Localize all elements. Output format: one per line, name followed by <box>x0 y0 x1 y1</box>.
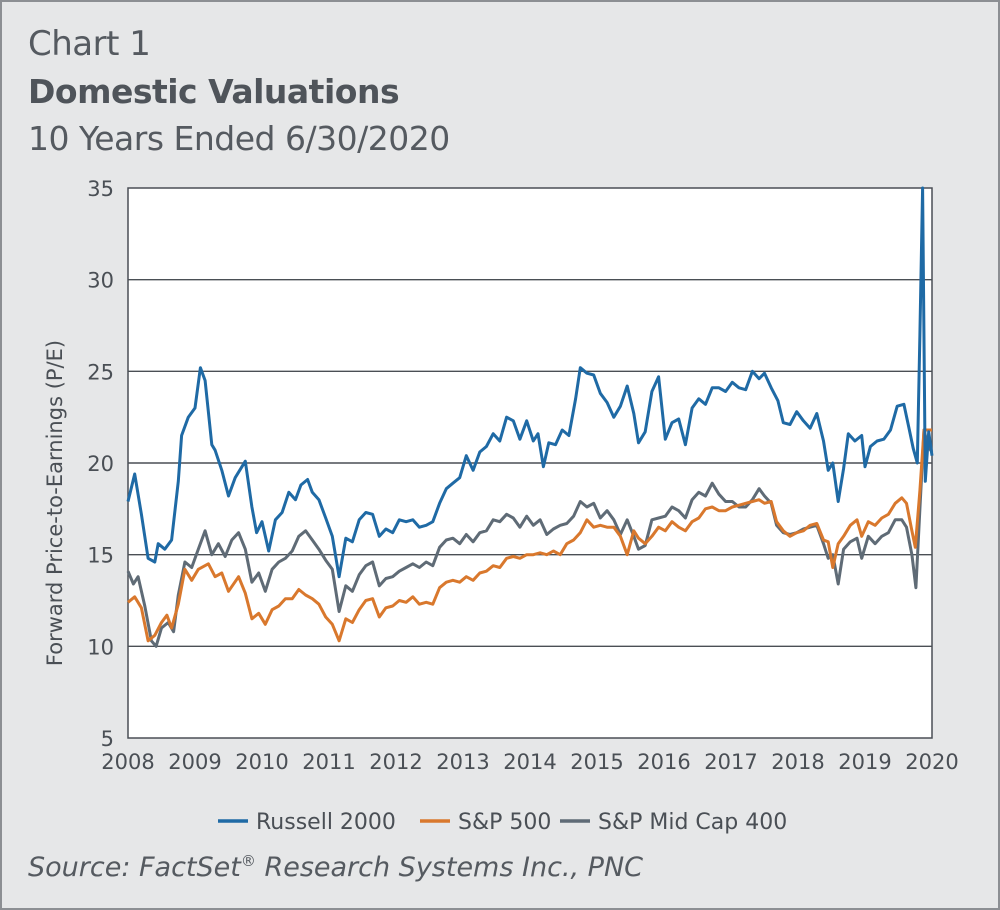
y-tick-label: 25 <box>87 360 114 384</box>
source-prefix: Source: FactSet <box>28 852 241 883</box>
registered-mark: ® <box>240 852 256 870</box>
x-tick-label: 2013 <box>436 750 489 774</box>
y-tick-label: 20 <box>87 452 114 476</box>
y-axis-ticks: 5 10 15 20 25 30 35 <box>87 177 114 751</box>
series-lines <box>126 186 934 648</box>
x-tick-label: 2014 <box>503 750 556 774</box>
x-tick-label: 2008 <box>101 750 154 774</box>
chart-title: Domestic Valuations <box>28 72 400 111</box>
legend-label: Russell 2000 <box>256 810 396 835</box>
y-tick-label: 35 <box>87 177 114 201</box>
legend-label: S&P Mid Cap 400 <box>598 810 787 835</box>
series-line-s-p-500 <box>127 428 932 643</box>
x-tick-label: 2010 <box>235 750 288 774</box>
x-tick-label: 2012 <box>369 750 422 774</box>
x-tick-label: 2015 <box>570 750 623 774</box>
chart-subtitle: 10 Years Ended 6/30/2020 <box>28 119 450 158</box>
y-tick-label: 10 <box>87 635 114 659</box>
x-tick-label: 2019 <box>838 750 891 774</box>
y-tick-label: 30 <box>87 269 114 293</box>
y-tick-label: 5 <box>101 727 114 751</box>
series-line-russell-2000 <box>126 186 934 579</box>
x-tick-label: 2016 <box>637 750 690 774</box>
x-tick-label: 2009 <box>168 750 221 774</box>
y-axis-label: Forward Price-to-Earnings (P/E) <box>43 340 67 666</box>
chart-number: Chart 1 <box>28 24 151 64</box>
legend: Russell 2000 S&P 500 S&P Mid Cap 400 <box>218 810 787 835</box>
source-suffix: Research Systems Inc., PNC <box>255 852 644 883</box>
x-tick-label: 2020 <box>905 750 958 774</box>
x-tick-label: 2017 <box>704 750 757 774</box>
x-tick-label: 2011 <box>302 750 355 774</box>
legend-label: S&P 500 <box>458 810 551 835</box>
x-tick-label: 2018 <box>771 750 824 774</box>
y-tick-label: 15 <box>87 544 114 568</box>
source-note: Source: FactSet® Research Systems Inc., … <box>28 852 643 883</box>
x-axis-ticks: 2008 2009 2010 2011 2012 2013 2014 2015 2016 2017… <box>101 750 958 774</box>
